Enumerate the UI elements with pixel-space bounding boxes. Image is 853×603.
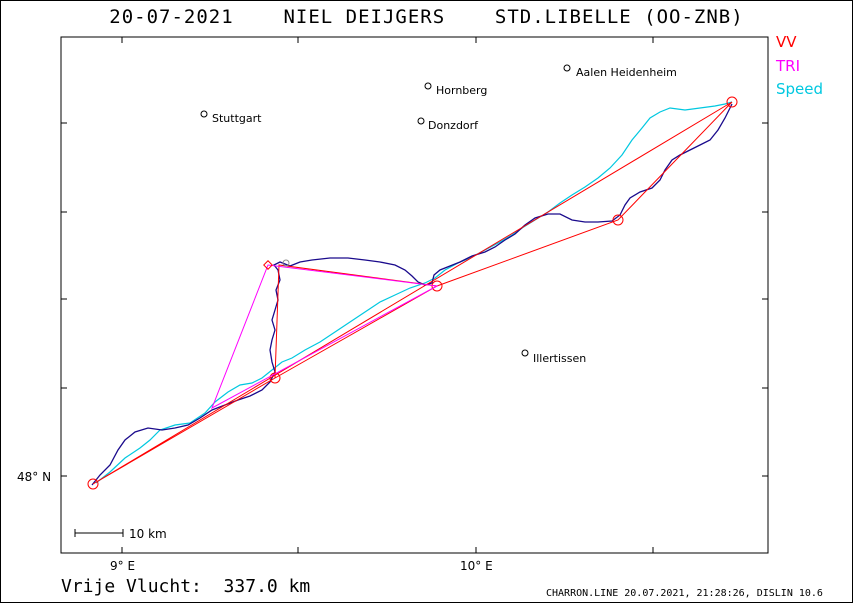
speed-track <box>95 101 733 484</box>
lon-ticks <box>121 37 654 553</box>
place-marker-stuttgart <box>200 110 208 118</box>
lon-label-9: 9° E <box>110 559 135 573</box>
vv-route <box>87 96 738 490</box>
flight-title: 20-07-2021 NIEL DEIJGERS STD.LIBELLE (OO… <box>109 6 744 28</box>
scale-bar: 10 km <box>74 527 167 541</box>
legend-vv: VV <box>776 33 797 51</box>
lat-label-48: 48° N <box>17 470 51 484</box>
scale-bar-label: 10 km <box>129 527 167 541</box>
place-markers: Aalen Heidenheim Hornberg Stuttgart Donz… <box>200 64 677 365</box>
place-label-aalen: Aalen Heidenheim <box>576 66 677 79</box>
legend-tri: TRI <box>776 57 801 75</box>
lat-ticks <box>61 122 768 477</box>
vv-turnpoint-3 <box>612 214 624 226</box>
flight-track <box>91 103 733 486</box>
vv-turnpoint-start <box>87 478 99 490</box>
place-label-donzdorf: Donzdorf <box>428 119 479 132</box>
place-marker-illertissen <box>521 349 529 357</box>
legend-speed: Speed <box>776 80 824 98</box>
distance-summary: Vrije Vlucht: 337.0 km <box>61 576 311 597</box>
vv-turnpoint-1 <box>269 372 281 384</box>
place-marker-aalen <box>563 64 571 72</box>
place-marker-donzdorf <box>417 117 425 125</box>
program-info: CHARRON.LINE 20.07.2021, 21:28:26, DISLI… <box>546 588 823 599</box>
lon-label-10: 10° E <box>460 559 493 573</box>
tri-start-marker <box>282 259 290 267</box>
tri-turnpoint <box>263 260 273 270</box>
place-label-hornberg: Hornberg <box>436 84 487 97</box>
place-label-illertissen: Illertissen <box>533 352 586 365</box>
place-label-stuttgart: Stuttgart <box>212 112 262 125</box>
vv-turnpoint-finish <box>726 96 738 108</box>
map-border <box>60 36 769 554</box>
tri-route <box>211 259 439 410</box>
place-marker-hornberg <box>424 82 432 90</box>
vv-turnpoint-2 <box>431 280 443 292</box>
